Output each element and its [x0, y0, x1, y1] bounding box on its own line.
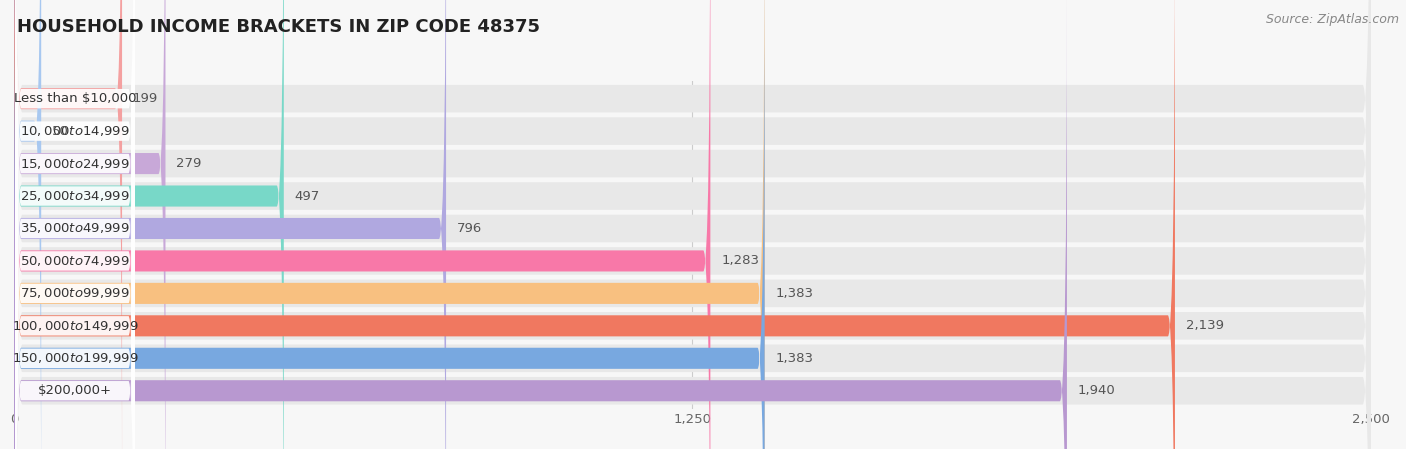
FancyBboxPatch shape: [14, 0, 284, 449]
FancyBboxPatch shape: [14, 0, 1371, 449]
FancyBboxPatch shape: [14, 0, 122, 449]
Text: 1,383: 1,383: [776, 287, 814, 300]
Text: $150,000 to $199,999: $150,000 to $199,999: [11, 351, 138, 365]
Text: 1,283: 1,283: [721, 255, 759, 268]
FancyBboxPatch shape: [14, 0, 446, 449]
FancyBboxPatch shape: [14, 0, 1371, 449]
FancyBboxPatch shape: [14, 0, 765, 449]
Text: $200,000+: $200,000+: [38, 384, 112, 397]
FancyBboxPatch shape: [14, 0, 1371, 449]
FancyBboxPatch shape: [15, 0, 135, 449]
FancyBboxPatch shape: [14, 0, 1371, 449]
Text: HOUSEHOLD INCOME BRACKETS IN ZIP CODE 48375: HOUSEHOLD INCOME BRACKETS IN ZIP CODE 48…: [17, 18, 540, 36]
Text: 1,383: 1,383: [776, 352, 814, 365]
FancyBboxPatch shape: [14, 0, 1371, 449]
FancyBboxPatch shape: [14, 0, 1371, 449]
Text: $25,000 to $34,999: $25,000 to $34,999: [20, 189, 129, 203]
Text: 199: 199: [134, 92, 157, 105]
FancyBboxPatch shape: [15, 0, 135, 449]
Text: Source: ZipAtlas.com: Source: ZipAtlas.com: [1265, 13, 1399, 26]
FancyBboxPatch shape: [15, 0, 135, 449]
Text: 497: 497: [295, 189, 321, 202]
FancyBboxPatch shape: [15, 0, 135, 449]
Text: $35,000 to $49,999: $35,000 to $49,999: [20, 221, 129, 235]
Text: $15,000 to $24,999: $15,000 to $24,999: [20, 157, 129, 171]
Text: $50,000 to $74,999: $50,000 to $74,999: [20, 254, 129, 268]
Text: 796: 796: [457, 222, 482, 235]
Text: Less than $10,000: Less than $10,000: [14, 92, 136, 105]
FancyBboxPatch shape: [14, 0, 1371, 449]
FancyBboxPatch shape: [14, 0, 1067, 449]
FancyBboxPatch shape: [14, 0, 41, 449]
Text: 2,139: 2,139: [1185, 319, 1223, 332]
FancyBboxPatch shape: [14, 0, 765, 449]
FancyBboxPatch shape: [14, 0, 1371, 449]
Text: $100,000 to $149,999: $100,000 to $149,999: [11, 319, 138, 333]
Text: 50: 50: [52, 125, 69, 138]
FancyBboxPatch shape: [14, 0, 1371, 449]
Text: $75,000 to $99,999: $75,000 to $99,999: [20, 286, 129, 300]
FancyBboxPatch shape: [15, 0, 135, 446]
Text: 279: 279: [176, 157, 201, 170]
FancyBboxPatch shape: [14, 0, 166, 449]
Text: 1,940: 1,940: [1078, 384, 1115, 397]
FancyBboxPatch shape: [14, 0, 1371, 449]
Text: $10,000 to $14,999: $10,000 to $14,999: [20, 124, 129, 138]
FancyBboxPatch shape: [15, 44, 135, 449]
FancyBboxPatch shape: [14, 0, 1175, 449]
FancyBboxPatch shape: [15, 11, 135, 449]
FancyBboxPatch shape: [14, 0, 710, 449]
FancyBboxPatch shape: [15, 0, 135, 449]
FancyBboxPatch shape: [15, 0, 135, 449]
FancyBboxPatch shape: [15, 0, 135, 449]
